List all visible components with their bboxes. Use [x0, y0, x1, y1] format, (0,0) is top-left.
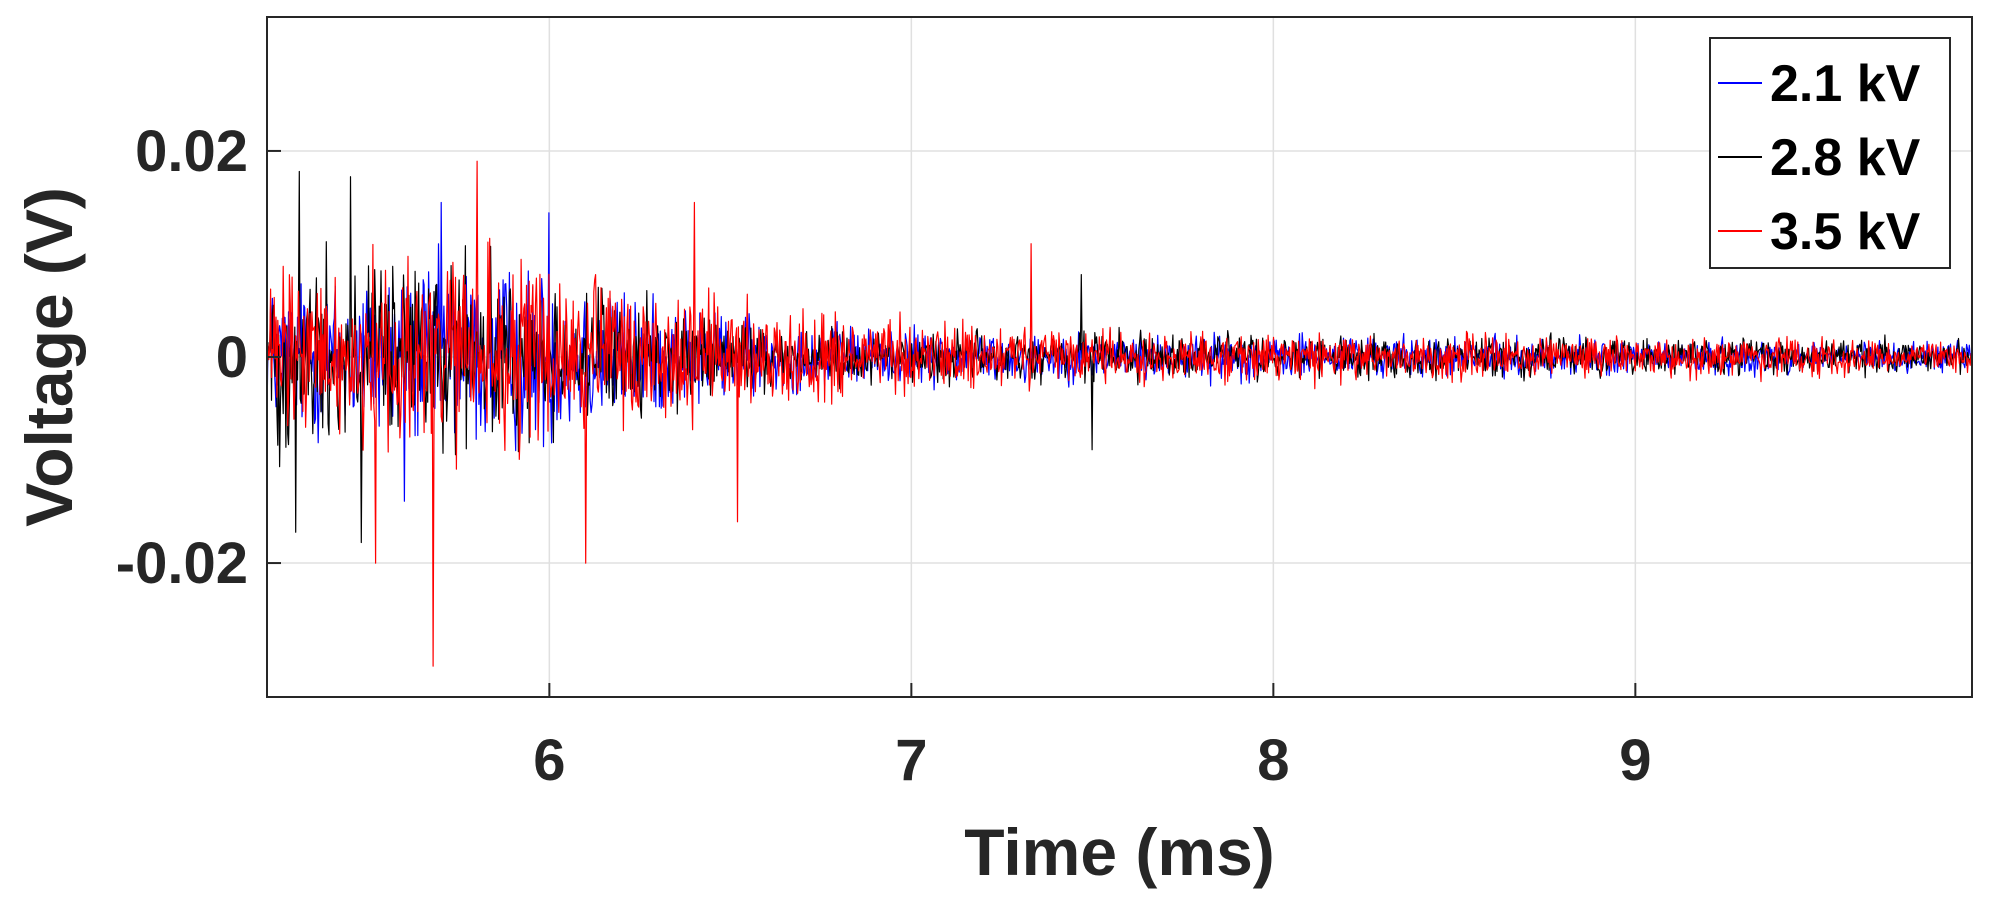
legend-label: 3.5 kV — [1770, 203, 1921, 261]
x-axis-label: Time (ms) — [964, 815, 1275, 889]
y-tick-label: 0.02 — [135, 119, 248, 184]
legend-box — [1709, 37, 1951, 269]
series-line-3-5-kv — [266, 160, 1973, 667]
tick-labels: 6 7 8 9 -0.02 0 0.02 — [116, 119, 1652, 793]
legend: 2.1 kV 2.8 kV 3.5 kV — [1709, 37, 1951, 269]
series-layer — [266, 160, 1973, 667]
x-tick-label: 8 — [1257, 728, 1289, 793]
y-tick-label: -0.02 — [116, 531, 248, 596]
legend-label: 2.1 kV — [1770, 55, 1921, 113]
x-tick-label: 9 — [1619, 728, 1651, 793]
x-tick-label: 7 — [895, 728, 927, 793]
y-axis-label: Voltage (V) — [12, 187, 86, 527]
legend-label: 2.8 kV — [1770, 129, 1921, 187]
y-tick-label: 0 — [216, 325, 248, 390]
x-tick-label: 6 — [533, 728, 565, 793]
